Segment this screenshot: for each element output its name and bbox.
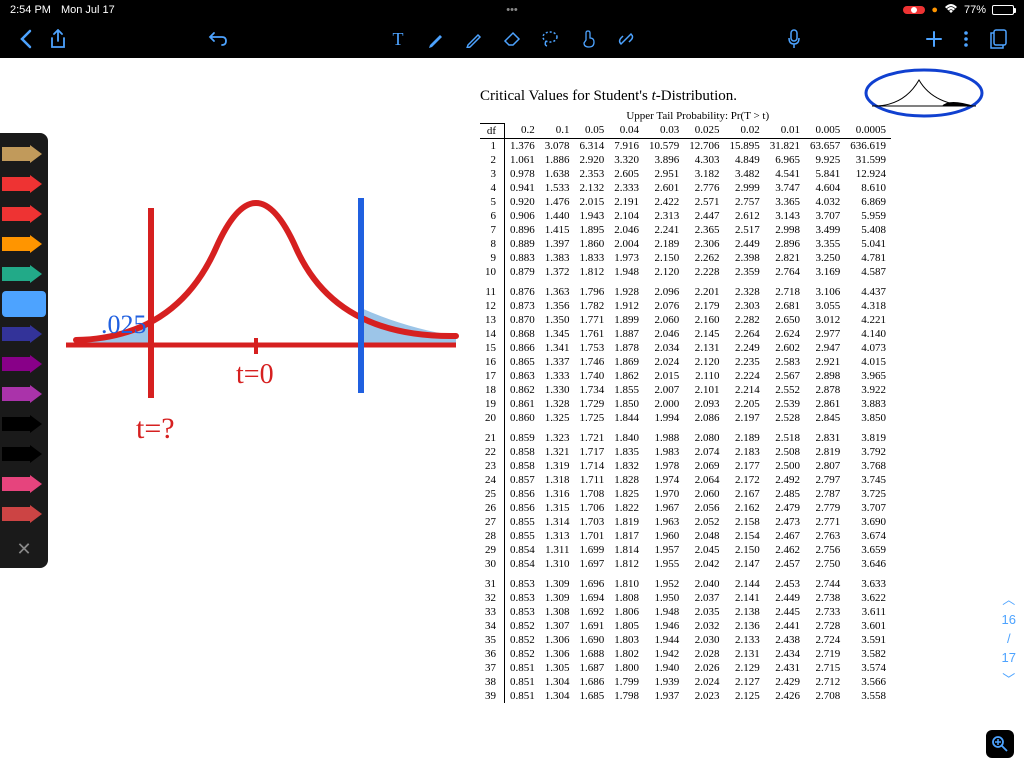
- page-current: 16: [1002, 612, 1016, 627]
- pen-color[interactable]: [2, 411, 46, 437]
- t-table: Critical Values for Student's t-Distribu…: [480, 88, 1014, 703]
- pen-color[interactable]: [2, 351, 46, 377]
- wifi-icon: [944, 4, 958, 17]
- pen-color[interactable]: [2, 171, 46, 197]
- pen-color[interactable]: [2, 471, 46, 497]
- pen-color[interactable]: [2, 201, 46, 227]
- page-sep: /: [1007, 631, 1011, 646]
- highlighter-tool[interactable]: [462, 27, 486, 51]
- status-ellipsis: •••: [506, 4, 518, 16]
- share-button[interactable]: [46, 27, 70, 51]
- page-up[interactable]: ︿: [1002, 589, 1015, 608]
- page-navigator: ︿ 16 / 17 ﹀: [1002, 589, 1016, 688]
- battery-pct: 77%: [964, 4, 986, 16]
- pen-color[interactable]: [2, 261, 46, 287]
- recording-indicator: [903, 6, 925, 14]
- svg-text:t=0: t=0: [236, 359, 274, 390]
- lasso-tool[interactable]: [538, 27, 562, 51]
- back-button[interactable]: [14, 27, 38, 51]
- pen-color[interactable]: [2, 381, 46, 407]
- pen-tray: ✕: [0, 133, 48, 568]
- table-title: Critical Values for Student's t-Distribu…: [480, 88, 1014, 105]
- eraser-tool[interactable]: [500, 27, 524, 51]
- pen-tool[interactable]: [424, 27, 448, 51]
- svg-text:.025: .025: [101, 310, 147, 339]
- pen-color[interactable]: [2, 321, 46, 347]
- canvas-area[interactable]: ✕ .025 t=0 t=? Critical Values for Stude…: [0, 58, 1024, 768]
- page-down[interactable]: ﹀: [1002, 669, 1015, 688]
- status-bar: 2:54 PM Mon Jul 17 ••• ● 77%: [0, 0, 1024, 20]
- mic-button[interactable]: [782, 27, 806, 51]
- pen-color[interactable]: [2, 231, 46, 257]
- undo-button[interactable]: [206, 27, 230, 51]
- dnd-icon: ●: [931, 4, 938, 16]
- text-tool[interactable]: T: [386, 27, 410, 51]
- more-button[interactable]: [954, 27, 978, 51]
- gesture-tool[interactable]: [576, 27, 600, 51]
- pen-color[interactable]: [2, 141, 46, 167]
- battery-icon: [992, 5, 1014, 15]
- pen-color[interactable]: [2, 291, 46, 317]
- zoom-button[interactable]: [986, 730, 1014, 758]
- add-button[interactable]: [922, 27, 946, 51]
- link-tool[interactable]: [614, 27, 638, 51]
- status-date: Mon Jul 17: [61, 4, 115, 16]
- page-total: 17: [1002, 650, 1016, 665]
- svg-text:T: T: [393, 30, 404, 48]
- svg-text:t=?: t=?: [136, 412, 175, 445]
- close-tray[interactable]: ✕: [16, 539, 31, 560]
- bell-curve-sketch: .025 t=0 t=?: [56, 128, 466, 468]
- pen-color[interactable]: [2, 501, 46, 527]
- status-time: 2:54 PM: [10, 4, 51, 16]
- pen-color[interactable]: [2, 441, 46, 467]
- pages-button[interactable]: [986, 27, 1010, 51]
- toolbar: T: [0, 20, 1024, 58]
